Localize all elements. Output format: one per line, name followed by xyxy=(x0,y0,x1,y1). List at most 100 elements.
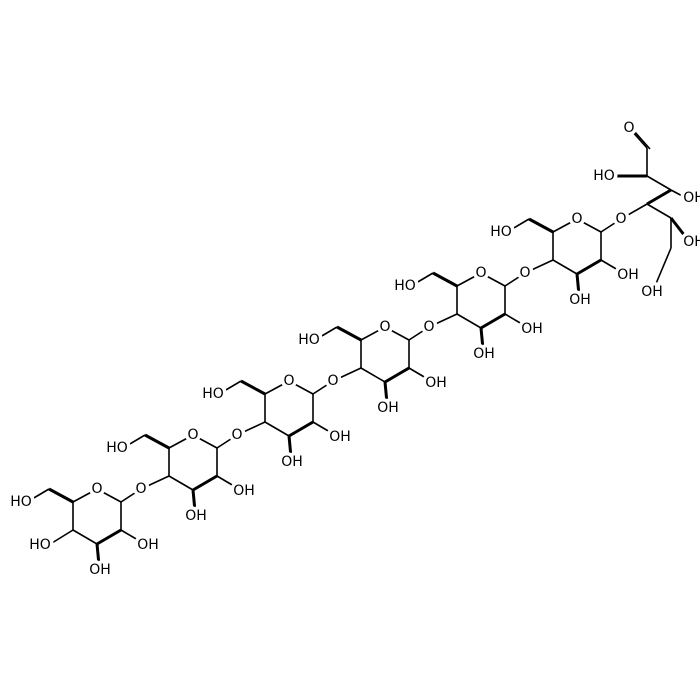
bond xyxy=(26,488,50,503)
bond xyxy=(51,529,74,544)
bond xyxy=(428,313,458,328)
hydroxyl-label: OH xyxy=(473,346,495,362)
bond xyxy=(575,273,581,296)
hydroxyl-label: OH xyxy=(521,321,543,337)
bond xyxy=(96,488,122,503)
bond xyxy=(264,380,290,395)
bond xyxy=(576,258,602,276)
hydroxyl-label: HO xyxy=(29,537,51,553)
ring-oxygen: O xyxy=(187,427,198,443)
bond xyxy=(479,327,485,350)
bond xyxy=(408,367,432,382)
atom-labels: OHOOHOHOHOOHOOHOHOOHOOHOHOOHOOHOHOOHOOHO… xyxy=(7,117,700,582)
ring-oxygen: O xyxy=(571,211,582,227)
hydroxymethyl-label: HO xyxy=(10,494,32,510)
bond xyxy=(524,259,554,274)
glycosidic-oxygen: O xyxy=(135,481,146,497)
bond xyxy=(192,434,218,449)
hydroxymethyl-label: HO xyxy=(298,332,320,348)
bond xyxy=(48,487,74,504)
hydroxyl-label: OH xyxy=(329,429,351,445)
hydroxyl-label: OH xyxy=(617,267,639,283)
hydroxyl-label: OH xyxy=(683,190,700,206)
hydroxyl-label: OH xyxy=(377,400,399,416)
ring-oxygen: O xyxy=(475,265,486,281)
bond xyxy=(480,272,506,287)
hydroxyl-label: OH xyxy=(233,483,255,499)
glycosidic-oxygen: O xyxy=(231,427,242,443)
bond xyxy=(144,433,170,450)
glycosidic-oxygen: O xyxy=(327,373,338,389)
bond xyxy=(312,421,336,436)
bond xyxy=(192,474,218,492)
hydroxyl-label: OH xyxy=(281,454,303,470)
bond xyxy=(120,529,144,544)
bond xyxy=(646,188,672,206)
bond xyxy=(600,259,624,274)
bond xyxy=(72,529,98,545)
bond xyxy=(264,421,290,437)
bond xyxy=(504,313,528,328)
bond xyxy=(633,130,651,150)
hydroxymethyl-label: HO xyxy=(490,224,512,240)
bond xyxy=(480,312,506,330)
hydroxymethyl-label: HO xyxy=(106,440,128,456)
aldehyde-oxygen: O xyxy=(623,120,634,136)
bond xyxy=(191,489,197,512)
bonds xyxy=(26,129,690,566)
bond xyxy=(140,475,170,490)
bond xyxy=(287,435,293,458)
ring-oxygen: O xyxy=(379,319,390,335)
bond xyxy=(288,380,314,395)
bond xyxy=(122,434,146,449)
bond xyxy=(506,218,530,233)
bond xyxy=(216,434,238,449)
bond xyxy=(410,272,434,287)
hydroxymethyl-label: HO xyxy=(394,278,416,294)
bond xyxy=(168,434,194,449)
bond xyxy=(96,528,122,546)
bond xyxy=(552,259,578,275)
bond xyxy=(576,218,602,233)
bond xyxy=(314,326,338,341)
bond xyxy=(288,420,314,438)
bond xyxy=(236,421,266,436)
bond xyxy=(383,381,389,404)
bond xyxy=(360,367,386,383)
bond xyxy=(120,488,142,503)
bond xyxy=(360,326,386,341)
ring-oxygen: O xyxy=(91,481,102,497)
bond xyxy=(336,325,362,342)
glycosidic-oxygen: O xyxy=(519,265,530,281)
bond xyxy=(646,175,672,191)
bond xyxy=(216,475,240,490)
hydroxyl-label: OH xyxy=(89,562,111,578)
bond xyxy=(646,203,672,219)
glycosidic-oxygen: O xyxy=(615,211,626,227)
bond xyxy=(504,272,526,287)
bond xyxy=(240,379,266,396)
bond xyxy=(384,366,410,384)
glycosidic-oxygen: O xyxy=(423,319,434,335)
bond xyxy=(456,313,482,329)
hydroxyl-label: OH xyxy=(569,292,591,308)
bond xyxy=(72,488,98,503)
bond xyxy=(432,271,458,288)
bond xyxy=(620,203,648,220)
bond xyxy=(654,247,672,287)
hydroxyl-label: OH xyxy=(683,234,700,250)
hydroxyl-label: OH xyxy=(137,537,159,553)
bond xyxy=(552,218,578,233)
bond xyxy=(384,326,410,341)
bond xyxy=(669,217,690,241)
bond xyxy=(218,380,242,395)
hydroxymethyl-label: HO xyxy=(202,386,224,402)
hydroxyl-label: HO xyxy=(593,168,615,184)
bond xyxy=(528,217,554,234)
bond xyxy=(95,543,101,566)
bond xyxy=(312,380,334,395)
bond xyxy=(332,367,362,382)
ring-oxygen: O xyxy=(283,373,294,389)
